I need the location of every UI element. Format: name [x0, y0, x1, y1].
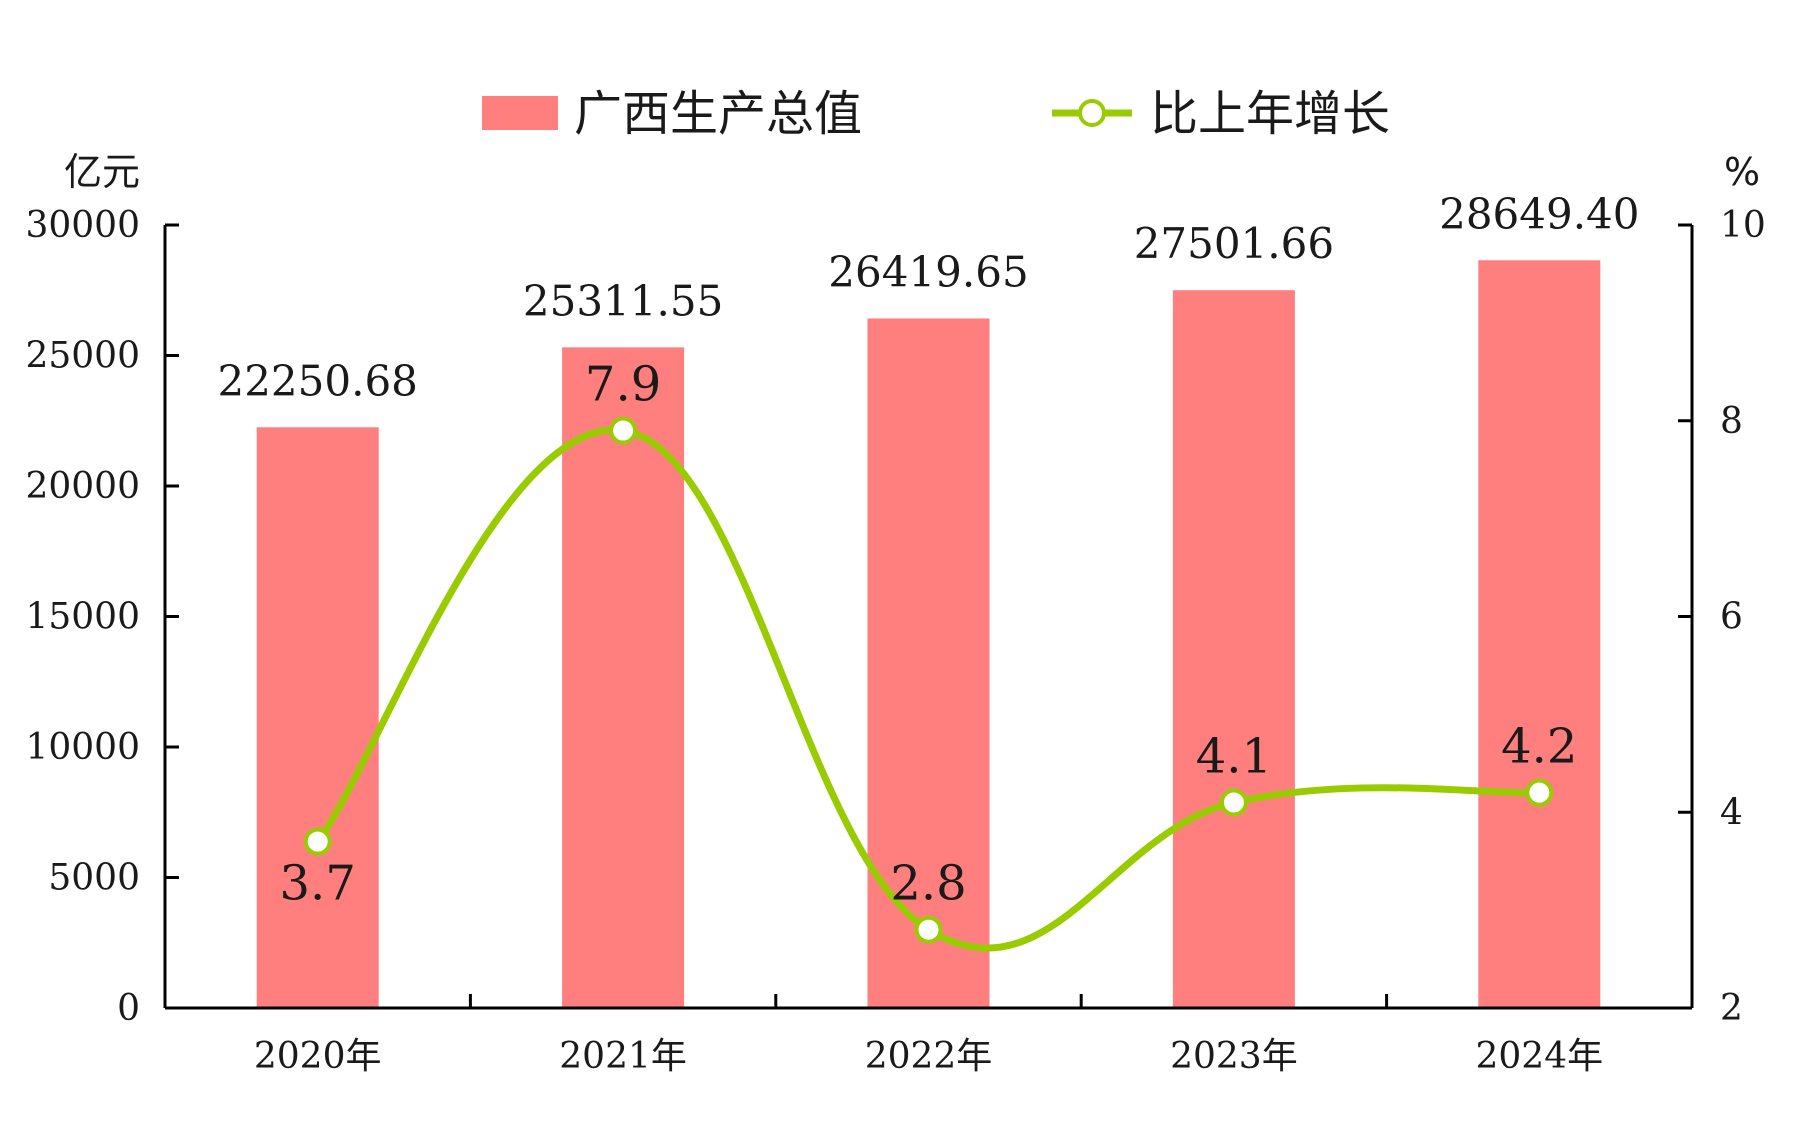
right-axis-tick-label: 10	[1720, 205, 1766, 246]
bar-value-label: 25311.55	[523, 276, 723, 325]
bar-value-label: 22250.68	[217, 356, 417, 405]
growth-value-label: 7.9	[585, 357, 661, 413]
right-axis-tick-label: 4	[1720, 792, 1743, 833]
legend-line-marker	[1078, 99, 1106, 127]
x-axis-tick-label: 2021年	[559, 1036, 687, 1077]
x-axis-tick-label: 2023年	[1170, 1036, 1298, 1077]
bar-2020年	[256, 427, 379, 1008]
left-axis-tick-label: 15000	[25, 597, 140, 638]
line-series: 3.7 7.9 2.8 4.1 4.2	[280, 357, 1577, 952]
left-axis-tick-label: 30000	[25, 205, 140, 246]
axes: 0 5000 10000 15000 20000 25000 30000 2 4 6 8 10 2020…	[25, 205, 1765, 1077]
x-axis-tick-label: 2024年	[1475, 1036, 1603, 1077]
legend-line-label: 比上年增长	[1150, 86, 1390, 142]
right-axis-tick-label: 2	[1720, 988, 1743, 1029]
left-axis-tick-label: 0	[117, 988, 140, 1029]
x-axis-tick-label: 2020年	[254, 1036, 382, 1077]
bar-2021年	[562, 347, 685, 1008]
x-axis-tick-label: 2022年	[865, 1036, 993, 1077]
legend-bar-label: 广西生产总值	[574, 86, 862, 142]
right-axis-tick-label: 8	[1720, 401, 1743, 442]
left-axis-unit: 亿元	[64, 150, 140, 194]
left-axis-tick-label: 10000	[25, 727, 140, 768]
growth-point-2022年	[914, 915, 943, 944]
growth-point-2024年	[1525, 778, 1554, 807]
growth-value-label: 3.7	[280, 856, 356, 912]
right-axis-unit: %	[1724, 150, 1760, 194]
bar-2024年	[1478, 260, 1601, 1008]
left-axis-tick-label: 5000	[48, 858, 140, 899]
bar-value-label: 27501.66	[1134, 219, 1334, 268]
growth-line	[314, 426, 1543, 952]
left-axis-tick-label: 20000	[25, 466, 140, 507]
growth-point-2021年	[609, 416, 638, 445]
growth-value-label: 2.8	[890, 856, 966, 912]
bar-value-label: 28649.40	[1439, 189, 1639, 238]
legend-bar-swatch	[482, 96, 558, 130]
growth-value-label: 4.2	[1501, 719, 1577, 775]
left-axis-tick-label: 25000	[25, 336, 140, 377]
growth-point-2020年	[303, 827, 332, 856]
bar-value-label: 26419.65	[828, 247, 1028, 296]
legend: 广西生产总值 比上年增长	[482, 86, 1390, 142]
right-axis-tick-label: 6	[1720, 597, 1743, 638]
growth-value-label: 4.1	[1196, 728, 1272, 784]
growth-point-2023年	[1219, 788, 1248, 817]
bar-2023年	[1172, 290, 1295, 1008]
